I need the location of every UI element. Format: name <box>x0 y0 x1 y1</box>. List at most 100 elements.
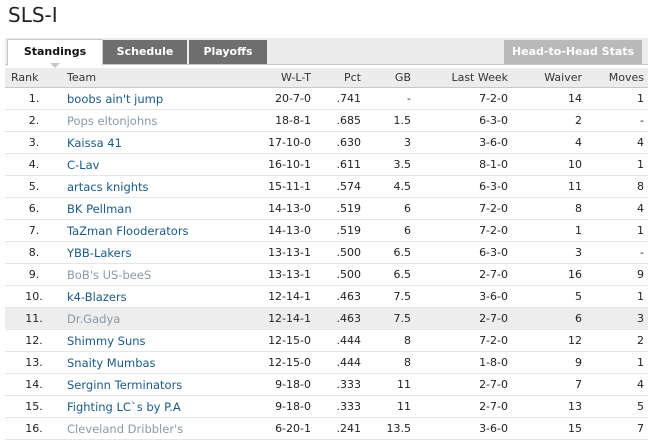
standings-table: Rank Team W-L-T Pct GB Last Week Waiver … <box>5 68 648 440</box>
team-link[interactable]: Cleveland Dribbler's <box>67 421 184 436</box>
waiver-cell: 14 <box>512 87 586 110</box>
table-row: 12. Shimmy Suns 12-15-0 .444 8 7-2-0 12 … <box>5 329 648 352</box>
pct-cell: .500 <box>315 241 365 264</box>
gb-cell: 3.5 <box>365 153 415 176</box>
team-link[interactable]: Shimmy Suns <box>67 333 146 348</box>
pct-cell: .463 <box>315 307 365 330</box>
last-week-cell: 1-8-0 <box>415 351 512 374</box>
tab-head-to-head-stats[interactable]: Head-to-Head Stats <box>504 40 642 64</box>
waiver-cell: 4 <box>512 131 586 154</box>
pct-cell: .574 <box>315 175 365 198</box>
last-week-cell: 7-2-0 <box>415 197 512 220</box>
gb-cell: 3 <box>365 131 415 154</box>
table-row: 4. C-Lav 16-10-1 .611 3.5 8-1-0 10 1 <box>5 153 648 176</box>
gb-cell: 8 <box>365 351 415 374</box>
tab-playoffs[interactable]: Playoffs <box>189 40 267 64</box>
last-week-cell: 3-6-0 <box>415 285 512 308</box>
team-link[interactable]: boobs ain't jump <box>67 91 164 106</box>
waiver-cell: 10 <box>512 153 586 176</box>
wlt-cell: 12-15-0 <box>241 329 315 352</box>
column-header-moves[interactable]: Moves <box>586 68 648 88</box>
gb-cell: 6.5 <box>365 263 415 286</box>
column-header-waiver[interactable]: Waiver <box>512 68 586 88</box>
team-link[interactable]: Kaissa 41 <box>67 135 122 150</box>
last-week-cell: 2-7-0 <box>415 395 512 418</box>
team-link[interactable]: Pops eltonjohns <box>67 113 158 128</box>
rank-cell: 7. <box>5 219 63 242</box>
moves-cell: 9 <box>586 263 648 286</box>
rank-cell: 6. <box>5 197 63 220</box>
waiver-cell: 3 <box>512 241 586 264</box>
tab-standings[interactable]: Standings <box>7 39 103 66</box>
tab-schedule[interactable]: Schedule <box>103 40 187 64</box>
moves-cell: 1 <box>586 285 648 308</box>
rank-cell: 9. <box>5 263 63 286</box>
gb-cell: 7.5 <box>365 307 415 330</box>
rank-cell: 4. <box>5 153 63 176</box>
column-header-last-week[interactable]: Last Week <box>415 68 512 88</box>
last-week-cell: 2-7-0 <box>415 307 512 330</box>
rank-cell: 14. <box>5 373 63 396</box>
wlt-cell: 18-8-1 <box>241 109 315 132</box>
pct-cell: .519 <box>315 219 365 242</box>
rank-cell: 1. <box>5 87 63 110</box>
gb-cell: 4.5 <box>365 175 415 198</box>
waiver-cell: 11 <box>512 175 586 198</box>
waiver-cell: 7 <box>512 373 586 396</box>
last-week-cell: 6-3-0 <box>415 109 512 132</box>
rank-cell: 13. <box>5 351 63 374</box>
pct-cell: .444 <box>315 329 365 352</box>
gb-cell: 6.5 <box>365 241 415 264</box>
last-week-cell: 3-6-0 <box>415 417 512 440</box>
table-row-highlighted: 11. Dr.Gadya 12-14-1 .463 7.5 2-7-0 6 3 <box>5 307 648 330</box>
column-header-pct[interactable]: Pct <box>315 68 365 88</box>
team-link[interactable]: TaZman Flooderators <box>67 223 189 238</box>
page-title: SLS-I <box>8 3 58 27</box>
column-header-rank[interactable]: Rank <box>5 68 63 88</box>
column-header-team[interactable]: Team <box>63 68 241 88</box>
tab-bar: Standings Schedule Playoffs Head-to-Head… <box>5 38 648 66</box>
moves-cell: 4 <box>586 373 648 396</box>
table-row: 10. k4-Blazers 12-14-1 .463 7.5 3-6-0 5 … <box>5 285 648 308</box>
moves-cell: 1 <box>586 351 648 374</box>
waiver-cell: 12 <box>512 329 586 352</box>
team-link[interactable]: Snaity Mumbas <box>67 355 156 370</box>
table-row: 6. BK Pellman 14-13-0 .519 6 7-2-0 8 4 <box>5 197 648 220</box>
gb-cell: 11 <box>365 373 415 396</box>
moves-cell: 4 <box>586 131 648 154</box>
column-header-gb[interactable]: GB <box>365 68 415 88</box>
rank-cell: 12. <box>5 329 63 352</box>
rank-cell: 3. <box>5 131 63 154</box>
team-link[interactable]: artacs knights <box>67 179 149 194</box>
gb-cell: - <box>365 87 415 110</box>
last-week-cell: 7-2-0 <box>415 87 512 110</box>
wlt-cell: 9-18-0 <box>241 373 315 396</box>
last-week-cell: 6-3-0 <box>415 175 512 198</box>
last-week-cell: 2-7-0 <box>415 373 512 396</box>
team-link[interactable]: YBB-Lakers <box>67 245 132 260</box>
team-link[interactable]: C-Lav <box>67 157 100 172</box>
team-link[interactable]: k4-Blazers <box>67 289 127 304</box>
table-row: 7. TaZman Flooderators 14-13-0 .519 6 7-… <box>5 219 648 242</box>
rank-cell: 8. <box>5 241 63 264</box>
column-header-wlt[interactable]: W-L-T <box>241 68 315 88</box>
rank-cell: 11. <box>5 307 63 330</box>
gb-cell: 1.5 <box>365 109 415 132</box>
team-link[interactable]: BoB's US-beeS <box>67 267 152 282</box>
pct-cell: .333 <box>315 373 365 396</box>
moves-cell: - <box>586 109 648 132</box>
team-link[interactable]: Dr.Gadya <box>67 311 121 326</box>
moves-cell: 4 <box>586 197 648 220</box>
wlt-cell: 12-15-0 <box>241 351 315 374</box>
moves-cell: 1 <box>586 219 648 242</box>
gb-cell: 7.5 <box>365 285 415 308</box>
table-row: 5. artacs knights 15-11-1 .574 4.5 6-3-0… <box>5 175 648 198</box>
rank-cell: 10. <box>5 285 63 308</box>
waiver-cell: 8 <box>512 197 586 220</box>
team-link[interactable]: Fighting LC`s by P.A <box>67 399 181 414</box>
team-link[interactable]: Serginn Terminators <box>67 377 183 392</box>
team-link[interactable]: BK Pellman <box>67 201 132 216</box>
pct-cell: .333 <box>315 395 365 418</box>
moves-cell: 2 <box>586 329 648 352</box>
wlt-cell: 15-11-1 <box>241 175 315 198</box>
